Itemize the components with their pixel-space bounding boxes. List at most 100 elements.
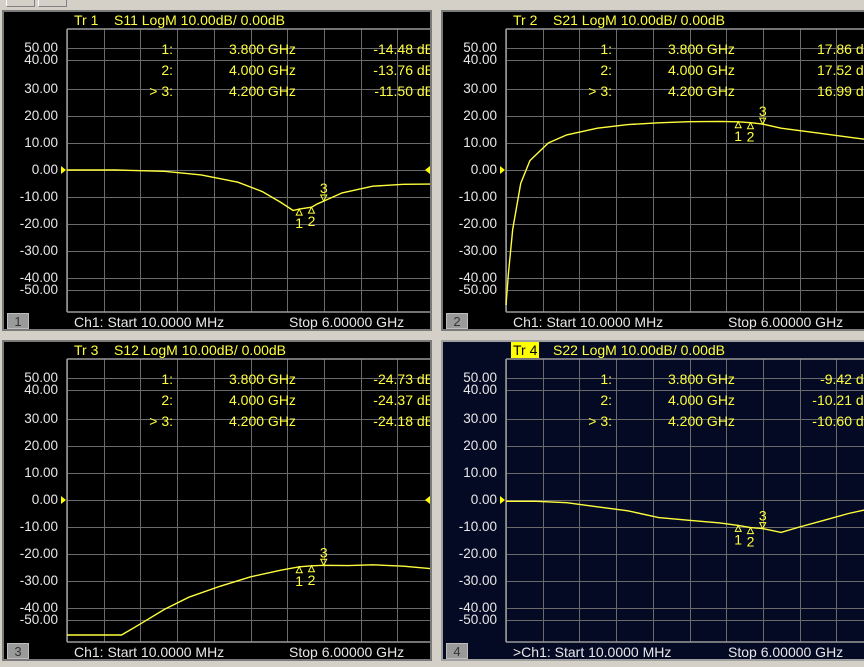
trace-label[interactable]: Tr 2 [513, 12, 538, 28]
marker-2-triangle[interactable] [307, 206, 316, 214]
marker-1-triangle[interactable] [295, 565, 304, 574]
marker-2-triangle[interactable] [307, 564, 316, 573]
y-axis-tick-label: -40.00 [19, 270, 58, 285]
sweep-stop-text: Stop 6.00000 GHz [289, 314, 405, 330]
trace-pane-2[interactable]: Tr 2 S21 LogM 10.00dB/ 0.00dB 50.00 40.00 30… [441, 10, 864, 331]
y-axis-tick-label: -50.00 [19, 612, 58, 627]
marker-frequency: 4.000 GHz [229, 392, 296, 408]
trace-line [67, 169, 430, 212]
y-axis-tick-label: 40.00 [24, 382, 58, 397]
trace-label[interactable]: Tr 4 [511, 342, 540, 358]
toolbar-button-right[interactable] [38, 0, 67, 7]
marker-value: -24.73 dB [373, 371, 432, 387]
marker-value: -24.37 dB [373, 392, 432, 408]
marker-number: > 3: [588, 413, 612, 429]
y-axis-tick-label: -20.00 [458, 546, 497, 561]
trace-pane-4[interactable]: Tr 4 S22 LogM 10.00dB/ 0.00dB 50.00 40.00 30… [441, 340, 864, 661]
marker-3-triangle[interactable] [319, 558, 328, 567]
y-axis-tick-label: -30.00 [19, 243, 58, 258]
marker-number: > 3: [149, 413, 173, 429]
marker-value: 17.52 dB [816, 62, 864, 78]
marker-value: -14.48 dB [373, 41, 432, 57]
marker-value: -10.21 dB [812, 392, 864, 408]
marker-1-triangle[interactable] [734, 524, 743, 532]
y-axis-tick-label: -40.00 [458, 600, 497, 615]
marker-3-triangle[interactable] [758, 117, 767, 126]
trace-line [67, 564, 430, 636]
y-axis-tick-label: 50.00 [463, 40, 497, 55]
trace-line [505, 120, 864, 306]
reference-level-arrow-left[interactable] [61, 496, 66, 504]
y-axis-tick-label: 20.00 [463, 438, 497, 453]
y-axis-tick-label: 40.00 [463, 52, 497, 67]
y-axis-tick-label: 50.00 [24, 40, 58, 55]
y-axis-tick-label: 10.00 [24, 135, 58, 150]
marker-number: 1: [600, 371, 612, 387]
trace-pane-1[interactable]: Tr 1 S11 LogM 10.00dB/ 0.00dB 50.00 40.00 30… [2, 10, 432, 331]
sweep-start-text: Ch1: Start 10.0000 MHz [74, 644, 225, 660]
pane-number-badge[interactable]: 3 [7, 643, 29, 659]
y-axis-tick-label: 30.00 [463, 81, 497, 96]
marker-1-label: 1 [734, 531, 742, 547]
marker-3-triangle[interactable] [758, 522, 767, 530]
toolbar-button-left[interactable] [6, 0, 35, 7]
pane-footer: 3 Ch1: Start 10.0000 MHz Stop 6.00000 GHz [4, 642, 430, 660]
trace-line [506, 500, 864, 534]
marker-number: 2: [161, 392, 173, 408]
reference-level-arrow-left[interactable] [500, 166, 505, 174]
y-axis-tick-label: -40.00 [458, 270, 497, 285]
trace-label[interactable]: Tr 3 [74, 342, 99, 358]
trace-description: S22 LogM 10.00dB/ 0.00dB [553, 342, 726, 358]
reference-level-arrow-right[interactable] [425, 166, 430, 174]
top-toolbar-strip [0, 0, 864, 9]
marker-2-label: 2 [308, 213, 316, 229]
trace-label[interactable]: Tr 1 [74, 12, 99, 28]
marker-3-label: 3 [320, 544, 328, 560]
pane-number-badge[interactable]: 2 [446, 313, 468, 329]
marker-1-label: 1 [734, 128, 742, 144]
pane-number-badge[interactable]: 1 [7, 313, 29, 329]
marker-frequency: 4.000 GHz [668, 392, 735, 408]
pane-footer: 4 >Ch1: Start 10.0000 MHz Stop 6.00000 GHz [443, 642, 864, 660]
marker-3-triangle[interactable] [319, 194, 328, 203]
marker-number: 2: [600, 392, 612, 408]
reference-level-arrow-right[interactable] [425, 496, 430, 504]
reference-level-arrow-left[interactable] [500, 496, 505, 504]
sweep-start-text: Ch1: Start 10.0000 MHz [513, 314, 664, 330]
marker-1-triangle[interactable] [295, 207, 304, 216]
trace-plot-svg: 1 23 [505, 358, 864, 643]
y-axis-tick-label: 40.00 [24, 52, 58, 67]
marker-number: 1: [600, 41, 612, 57]
y-axis-tick-label: 20.00 [24, 438, 58, 453]
y-axis-tick-label: -20.00 [19, 546, 58, 561]
reference-level-arrow-left[interactable] [61, 166, 66, 174]
y-axis-tick-label: -30.00 [458, 243, 497, 258]
marker-frequency: 3.800 GHz [229, 41, 296, 57]
y-axis-tick-label: 30.00 [24, 411, 58, 426]
marker-1-triangle[interactable] [734, 120, 743, 129]
y-axis-tick-label: 40.00 [463, 382, 497, 397]
sweep-start-text: Ch1: Start 10.0000 MHz [74, 314, 225, 330]
pane-number-badge[interactable]: 4 [446, 643, 468, 659]
y-axis-tick-label: 0.00 [470, 162, 497, 177]
pane-title: Tr 2 S21 LogM 10.00dB/ 0.00dB [443, 12, 864, 29]
marker-2-label: 2 [747, 534, 755, 550]
marker-3-label: 3 [759, 508, 767, 524]
pane-title: Tr 4 S22 LogM 10.00dB/ 0.00dB [443, 342, 864, 359]
marker-2-triangle[interactable] [746, 121, 755, 130]
marker-2-label: 2 [747, 129, 755, 145]
sweep-stop-text: Stop 6.00000 GHz [728, 644, 844, 660]
pane-footer: 2 Ch1: Start 10.0000 MHz Stop 6.00000 GHz [443, 312, 864, 330]
marker-number: > 3: [149, 83, 173, 99]
pane-title: Tr 1 S11 LogM 10.00dB/ 0.00dB [4, 12, 430, 29]
y-axis-tick-label: 50.00 [24, 370, 58, 385]
trace-pane-3[interactable]: Tr 3 S12 LogM 10.00dB/ 0.00dB 50.00 40.00 30… [2, 340, 432, 661]
marker-frequency: 3.800 GHz [229, 371, 296, 387]
trace-description: S11 LogM 10.00dB/ 0.00dB [114, 12, 285, 28]
marker-2-triangle[interactable] [746, 526, 755, 535]
y-axis-tick-label: -10.00 [458, 189, 497, 204]
